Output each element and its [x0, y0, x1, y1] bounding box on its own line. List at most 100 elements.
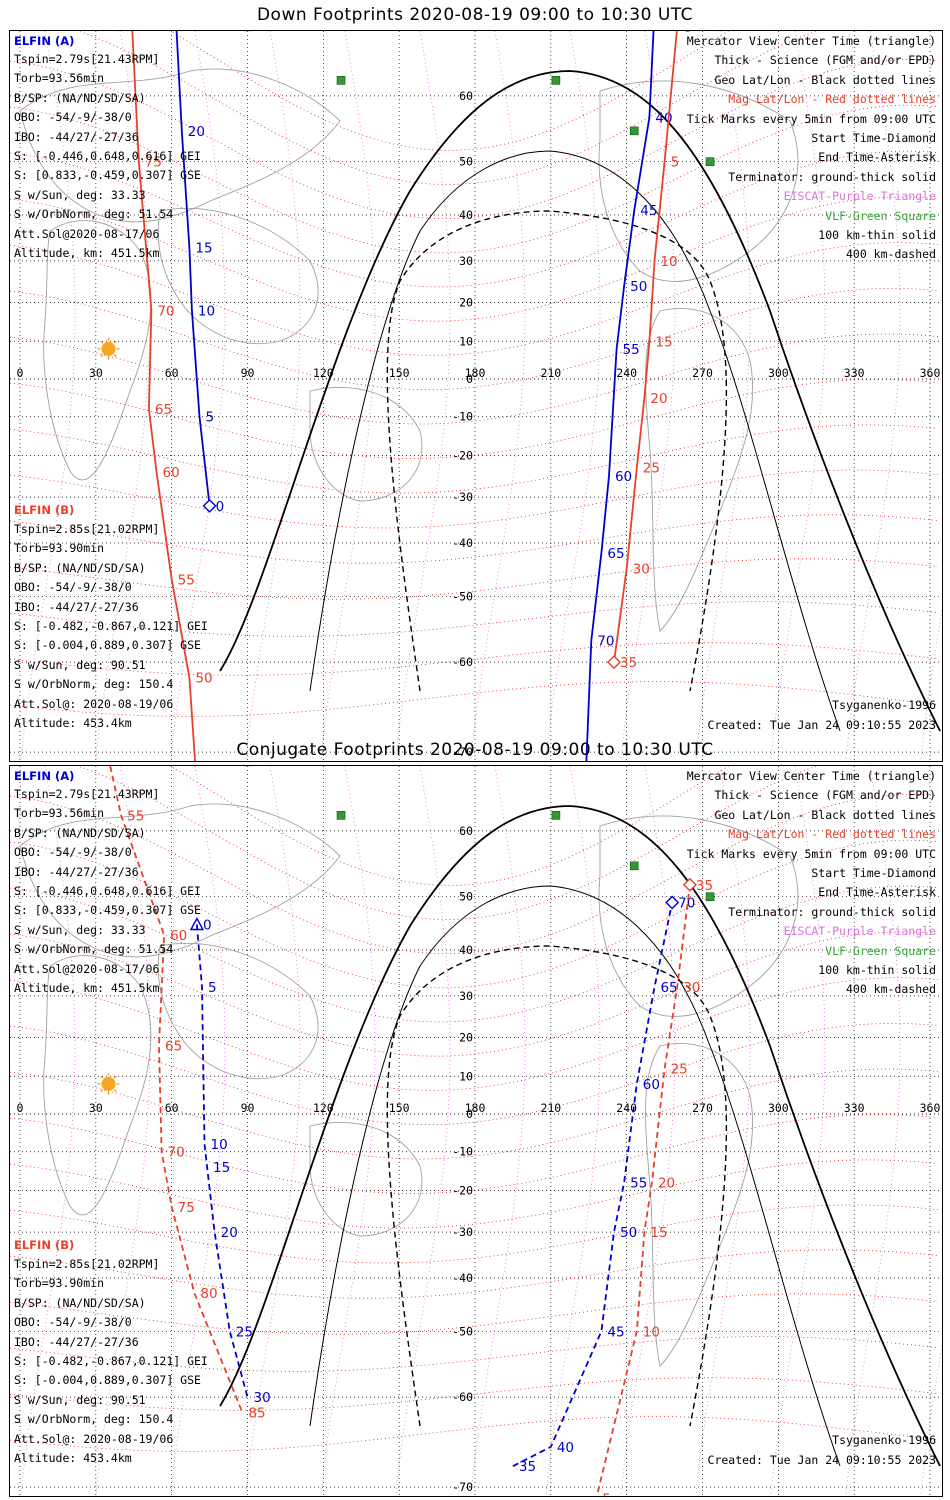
legend-entry: EISCAT-Purple Triangle [783, 189, 936, 204]
y-tick-label: -30 [452, 490, 473, 504]
x-tick-label: 240 [616, 1101, 637, 1115]
y-tick-label: 0 [466, 1107, 473, 1121]
legend-entry: Thick - Science (FGM and/or EPD) [714, 788, 936, 803]
y-tick-label: 20 [459, 1030, 473, 1044]
tick-mark-label: 35 [519, 1459, 536, 1475]
tick-mark-label: 65 [660, 980, 677, 996]
y-tick-label: -40 [452, 1271, 473, 1285]
axis-labels: 0306090120150180210240270300330360706050… [17, 824, 941, 1494]
elfin-a-info-line: S: [0.833,-0.459,0.307] GSE [14, 168, 201, 183]
elfin-b-header: ELFIN (B) [14, 503, 75, 517]
mag-lat-curve [169, 766, 730, 886]
coastline-shape [598, 815, 799, 1017]
tick-mark-label: 15 [655, 334, 672, 350]
mag-lon-curve [170, 31, 226, 761]
tick-mark-label: 80 [200, 1286, 217, 1302]
coastline-shape [645, 1043, 754, 1367]
y-tick-label: 40 [459, 943, 473, 957]
tick-mark-label: 65 [607, 546, 624, 562]
mag-lat-curve [10, 59, 939, 219]
legend-entry: Thick - Science (FGM and/or EPD) [714, 53, 936, 68]
x-tick-label: 300 [768, 366, 789, 380]
elfin-a-info-line: IBO: -44/27/-27/36 [14, 864, 139, 879]
tick-mark-label: 25 [671, 1062, 688, 1078]
mag-lon-curve [845, 766, 901, 1496]
tick-mark-label: 60 [615, 469, 632, 485]
sun-icon [97, 1072, 120, 1095]
coastlines [19, 68, 799, 632]
elfin-a-info-line: S: [-0.446,0.648,0.616] GEI [14, 884, 201, 898]
legend-entry: Tick Marks every 5min from 09:00 UTC [686, 111, 936, 126]
track-line [613, 31, 678, 663]
legend-entry: Start Time-Diamond [811, 131, 936, 145]
y-tick-label: -70 [452, 1480, 473, 1494]
elfin-b-info-line: B/SP: (NA/ND/SD/SA) [14, 560, 146, 575]
mag-lon-curve [470, 766, 526, 1496]
coastline-shape [598, 80, 799, 282]
elfin-b-info-line: OBO: -54/-9/-38/0 [14, 580, 132, 595]
x-tick-label: 120 [313, 1101, 334, 1115]
y-tick-label: 0 [466, 372, 473, 386]
tick-mark-label: 55 [623, 342, 640, 358]
tick-mark-label: 50 [630, 279, 647, 295]
mag-lat-curve [10, 424, 939, 494]
mag-lon-curve [320, 31, 376, 761]
elfin-a-info-line: Tspin=2.79s[21.43RPM] [14, 52, 160, 66]
legend-entry: Mag Lat/Lon - Red dotted lines [728, 827, 936, 842]
coastline-shape [309, 1121, 423, 1237]
down-footprints-panel: 0306090120150180210240270300330360706050… [9, 30, 943, 762]
mag-lat-curve [10, 379, 939, 459]
mag-lon-curve [770, 766, 826, 1496]
y-tick-label: 10 [459, 334, 473, 348]
elfin-a-header: ELFIN (A) [14, 34, 75, 48]
x-tick-label: 60 [165, 366, 179, 380]
legend-entry: VLF-Green Square [825, 943, 936, 958]
mag-lon-curve [245, 766, 301, 1496]
vlf-square [705, 157, 715, 167]
elfin-a-info-line: OBO: -54/-9/-38/0 [14, 845, 132, 860]
y-tick-label: -70 [452, 745, 473, 759]
vlf-square [336, 76, 346, 85]
legend-entry: Geo Lat/Lon - Black dotted lines [714, 807, 936, 822]
elfin-b-info-line: S: [-0.482,-0.867,0.121] GEI [14, 619, 208, 633]
legend-entry: 100 km-thin solid [818, 963, 936, 977]
elfin-a-info-line: S w/OrbNorm, deg: 51.54 [14, 942, 174, 957]
mag-lat-curve [10, 469, 939, 529]
mag-lon-curve [20, 31, 76, 761]
terminator-400km [386, 945, 728, 1427]
panel1-title: Down Footprints 2020-08-19 09:00 to 10:3… [256, 5, 694, 25]
start-time-diamond [607, 655, 622, 670]
tick-mark-label: 55 [630, 1176, 647, 1192]
mag-lon-curve [245, 31, 301, 761]
mag-lat-curve [10, 1114, 939, 1194]
tick-mark-label: 15 [213, 1160, 230, 1176]
tick-mark-label: 30 [683, 980, 700, 996]
elfin-b-info-line: Torb=93.90min [14, 1276, 105, 1291]
tick-mark-label: 60 [163, 465, 180, 481]
tick-mark-label: 60 [643, 1077, 660, 1093]
coastline-shape [157, 208, 319, 345]
mag-lon-curve [620, 766, 676, 1496]
legend-entry: Start Time-Diamond [811, 866, 936, 880]
tick-mark-label: 30 [254, 1390, 271, 1406]
mag-lat-curve [10, 601, 939, 637]
x-tick-label: 150 [389, 1101, 410, 1115]
y-tick-label: 10 [459, 1069, 473, 1083]
y-tick-label: -40 [452, 536, 473, 550]
track-line [109, 766, 244, 1413]
elfin-a-track: 3540455055606570752520151050 [175, 31, 673, 761]
elfin-b-info-line: Att.Sol@: 2020-08-19/06 [14, 696, 174, 711]
legend-entry: 400 km-dashed [845, 982, 936, 997]
mag-lat-curve [10, 1249, 939, 1299]
vlf-square [551, 76, 561, 85]
tick-mark-label: 55 [178, 572, 195, 588]
vlf-square [551, 811, 561, 820]
mag-lon-curve [170, 766, 226, 1496]
created-timestamp: Created: Tue Jan 24 09:10:55 2023 [707, 1453, 936, 1467]
coastline-shape [645, 308, 754, 632]
start-time-diamond [682, 877, 697, 892]
mag-lon-curve [20, 766, 76, 1496]
mag-lon-curve [320, 766, 376, 1496]
tick-mark-label: 0 [216, 499, 225, 515]
elfin-b-info-line: S w/OrbNorm, deg: 150.4 [14, 1412, 174, 1427]
